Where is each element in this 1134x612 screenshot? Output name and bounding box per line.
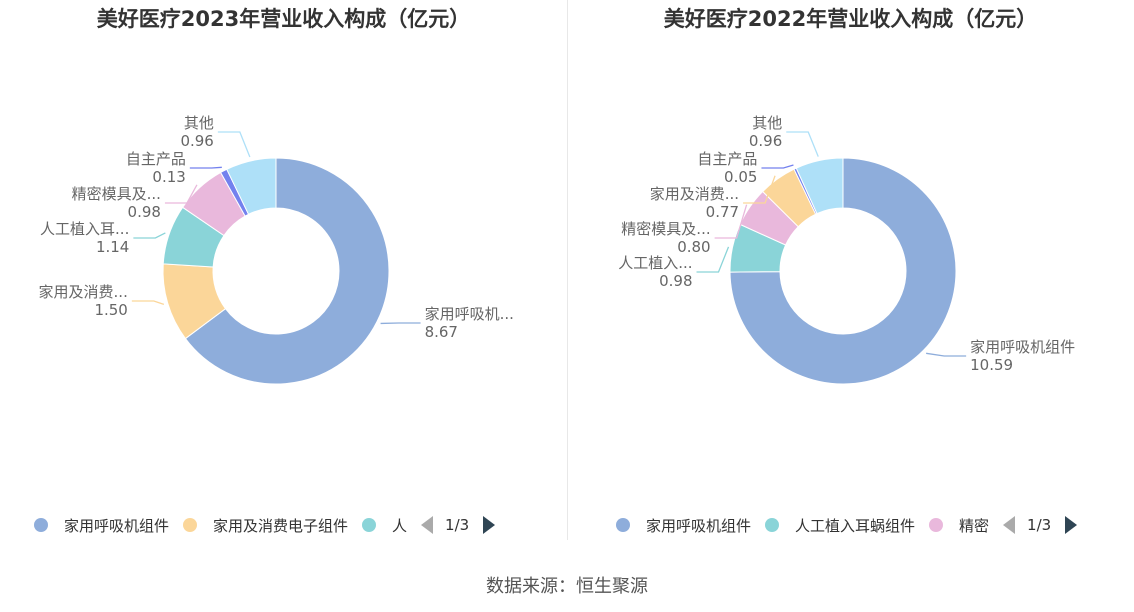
legend-label: 家用及消费电子组件 [213,516,349,535]
chart-panel-2023: 美好医疗2023年营业收入构成（亿元） 家用呼吸机... 8.67 家用及消费...… [0,0,567,560]
pager-page-text: 1/3 [1027,516,1052,534]
slice-label: 人工植入耳... [40,220,129,238]
slice-label: 精密模具及... [72,185,161,203]
slice-label: 自主产品 [126,150,186,168]
slice-label: 其他 [752,114,782,132]
pie-slice[interactable] [184,157,390,385]
label-leader-line [164,184,198,204]
legend-label: 人工植入耳蜗组件 [795,516,916,535]
legend-item[interactable]: 人 [362,515,407,536]
panel-divider [567,0,568,540]
legend-label: 人 [392,516,408,535]
pager-next-icon[interactable] [483,516,496,534]
slice-value: 0.96 [749,132,782,150]
legend-marker [183,518,198,532]
label-leader-line [926,352,967,357]
label-leader-line [761,164,794,169]
legend-item[interactable]: 人工植入耳蜗组件 [765,515,915,536]
slice-value: 0.77 [706,203,739,221]
slice-value: 1.14 [96,238,129,256]
label-leader-line [786,131,819,157]
pie-slice[interactable] [226,157,277,215]
legend-marker [929,518,944,532]
slice-label: 家用呼吸机... [425,305,514,323]
pager-prev-icon[interactable] [1003,516,1016,534]
pie-slice[interactable] [729,157,957,385]
pager-page-text: 1/3 [445,516,470,534]
legend-pager: 1/3 [421,516,496,534]
label-leader-line [131,300,165,305]
pie-slice[interactable] [795,157,844,215]
slice-value: 8.67 [425,323,458,341]
label-leader-line [133,232,166,239]
legend-marker [34,518,48,532]
label-leader-line [714,204,748,239]
legend-marker [616,518,630,532]
slice-value: 0.98 [659,272,692,290]
slice-value: 0.96 [180,132,213,150]
legend-pager: 1/3 [1003,516,1078,534]
legend-label: 精密 [959,516,990,535]
slice-label: 自主产品 [697,150,757,168]
chart-title: 美好医疗2022年营业收入构成（亿元） [663,7,1038,31]
label-leader-line [189,166,222,169]
chart-panel-2022: 美好医疗2022年营业收入构成（亿元） 家用呼吸机组件 10.59 人工植入... 0… [567,0,1134,560]
slice-value: 1.50 [94,301,127,319]
slice-label: 精密模具及... [621,220,710,238]
label-leader-line [696,246,730,273]
legend-label: 家用呼吸机组件 [64,516,170,535]
legend-item[interactable]: 家用及消费电子组件 [183,515,348,536]
slice-label: 家用及消费... [650,185,739,203]
slice-label: 其他 [184,114,214,132]
chart-title: 美好医疗2023年营业收入构成（亿元） [96,7,471,31]
slice-value: 0.05 [724,168,757,186]
data-source: 数据来源：恒生聚源 [486,576,648,597]
pager-prev-icon[interactable] [421,516,434,534]
donut-chart: 家用呼吸机...8.67 家用及消费...1.50 人工植入耳...1.14 精密模具… [39,114,514,385]
legend-marker [765,518,780,532]
slice-value: 0.13 [152,168,185,186]
slice-value: 10.59 [970,356,1013,374]
legend-marker [362,518,377,532]
label-leader-line [217,131,251,158]
legend-item[interactable]: 家用呼吸机组件 [34,515,169,536]
legend: 家用呼吸机组件 人工植入耳蜗组件 精密 1/3 [616,512,1078,538]
legend-label: 家用呼吸机组件 [646,516,752,535]
label-leader-line [743,175,776,204]
slice-value: 0.98 [128,203,161,221]
slice-label: 家用及消费... [39,283,128,301]
slice-value: 0.80 [677,238,710,256]
legend: 家用呼吸机组件 家用及消费电子组件 人 1/3 [34,512,496,538]
slice-label: 人工植入... [618,254,692,272]
pager-next-icon[interactable] [1065,516,1078,534]
legend-item[interactable]: 家用呼吸机组件 [616,515,751,536]
legend-item[interactable]: 精密 [929,515,989,536]
slice-label: 家用呼吸机组件 [970,338,1075,356]
